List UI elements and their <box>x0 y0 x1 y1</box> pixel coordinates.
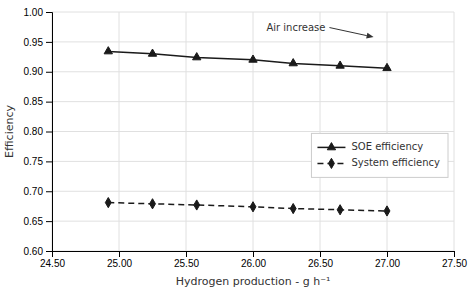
tick-label: 25.50 <box>174 258 199 269</box>
tick-mark <box>387 251 388 257</box>
legend-item: System efficiency <box>317 157 440 168</box>
tick-label: 26.50 <box>308 258 333 269</box>
grid-line <box>52 131 454 132</box>
marker <box>289 59 297 66</box>
marker <box>290 203 296 213</box>
legend-box <box>311 133 448 177</box>
tick-label: 25.00 <box>107 258 132 269</box>
tick-label: 27.50 <box>442 258 467 269</box>
tick-mark <box>454 251 455 257</box>
marker <box>337 205 343 215</box>
tick: 25.50 <box>174 251 199 269</box>
tick: 0.80 <box>24 126 52 137</box>
grid-line <box>52 12 454 13</box>
marker <box>104 47 112 54</box>
marker <box>336 61 344 68</box>
tick-label: 0.80 <box>24 126 44 137</box>
grid-line <box>52 101 454 102</box>
tick-label: 0.75 <box>24 156 44 167</box>
tick-label: 0.95 <box>24 37 44 48</box>
tick: 1.00 <box>24 7 52 18</box>
grid-line <box>52 191 454 192</box>
tick-mark <box>186 251 187 257</box>
tick: 0.75 <box>24 156 52 167</box>
tick-mark <box>119 251 120 257</box>
legend-label: SOE efficiency <box>351 141 423 152</box>
tick-mark <box>46 132 52 133</box>
marker <box>148 49 156 56</box>
tick: 0.65 <box>24 216 52 227</box>
tick-label: 0.70 <box>24 186 44 197</box>
tick: 0.95 <box>24 37 52 48</box>
legend-item: SOE efficiency <box>317 141 423 152</box>
tick: 0.90 <box>24 66 52 77</box>
grid <box>52 12 454 251</box>
tick-mark <box>46 191 52 192</box>
tick-label: 26.00 <box>241 258 266 269</box>
marker <box>249 55 257 62</box>
annotation-arrowhead <box>366 33 373 39</box>
tick: 0.60 <box>24 246 52 257</box>
tick-mark <box>46 161 52 162</box>
tick-mark <box>46 72 52 73</box>
annotation-text: Air increase <box>266 22 325 33</box>
marker <box>250 202 256 212</box>
x-axis-title: Hydrogen production - g h⁻¹ <box>176 275 331 288</box>
grid-line <box>52 71 454 72</box>
marker <box>384 206 390 216</box>
annotation: Air increase <box>266 22 373 39</box>
legend: SOE efficiency System efficiency <box>311 133 448 177</box>
x-axis: 24.50 25.00 25.50 26.00 26.50 27.00 27.50 <box>40 251 467 269</box>
y-axis: 0.60 0.65 0.70 0.75 0.80 0.85 0.90 0.95 1.00 <box>24 7 53 257</box>
tick: 25.00 <box>107 251 132 269</box>
axis-line <box>53 252 455 258</box>
axis-line <box>46 13 53 252</box>
tick: 26.00 <box>241 251 266 269</box>
tick-mark <box>320 251 321 257</box>
marker <box>105 198 111 208</box>
tick-mark <box>46 221 52 222</box>
grid-line <box>52 41 454 42</box>
tick: 27.00 <box>375 251 400 269</box>
tick-label: 0.90 <box>24 66 44 77</box>
annotation-arrow <box>329 28 366 36</box>
tick: 26.50 <box>308 251 333 269</box>
y-axis-title: Efficiency <box>3 105 16 158</box>
marker <box>193 53 201 60</box>
tick-label: 24.50 <box>40 258 65 269</box>
grid-line <box>52 221 454 222</box>
tick-mark <box>46 102 52 103</box>
tick-label: 0.65 <box>24 216 44 227</box>
tick-label: 0.60 <box>24 246 44 257</box>
tick-mark <box>253 251 254 257</box>
chart: 24.5025.0025.5026.0026.5027.0027.500.600… <box>0 0 474 291</box>
tick: 0.70 <box>24 186 52 197</box>
tick-label: 0.85 <box>24 96 44 107</box>
tick: 27.50 <box>442 251 467 269</box>
marks <box>104 47 391 216</box>
tick-mark <box>46 12 52 13</box>
legend-marker <box>327 143 335 150</box>
tick-label: 27.00 <box>375 258 400 269</box>
legend-label: System efficiency <box>351 157 440 168</box>
plot: 24.5025.0025.5026.0026.5027.0027.500.600… <box>24 7 468 269</box>
tick: 24.50 <box>40 251 65 269</box>
marker <box>194 200 200 210</box>
tick-mark <box>46 251 52 252</box>
legend-marker <box>329 158 335 168</box>
marker <box>383 63 391 70</box>
tick-mark <box>46 42 52 43</box>
marker <box>150 199 156 209</box>
tick: 0.85 <box>24 96 52 107</box>
tick-label: 1.00 <box>24 7 44 18</box>
